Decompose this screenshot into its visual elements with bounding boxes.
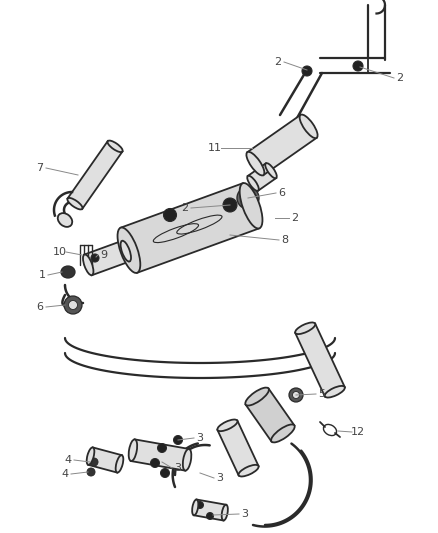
Ellipse shape: [300, 115, 318, 138]
Ellipse shape: [217, 419, 237, 431]
Text: 6: 6: [279, 188, 286, 198]
Polygon shape: [85, 241, 130, 275]
Ellipse shape: [325, 386, 345, 398]
Text: 2: 2: [396, 73, 403, 83]
Text: 2: 2: [181, 203, 189, 213]
Text: 6: 6: [36, 302, 43, 312]
Ellipse shape: [87, 447, 94, 465]
Ellipse shape: [245, 387, 269, 406]
Polygon shape: [67, 141, 123, 209]
Ellipse shape: [163, 208, 177, 222]
Text: 2: 2: [291, 213, 299, 223]
Ellipse shape: [237, 187, 259, 209]
Text: 7: 7: [36, 163, 43, 173]
Ellipse shape: [117, 228, 140, 273]
Polygon shape: [88, 447, 122, 473]
Text: 4: 4: [64, 455, 71, 465]
Ellipse shape: [192, 499, 198, 515]
Ellipse shape: [240, 183, 262, 229]
Text: 3: 3: [174, 463, 181, 473]
Text: 3: 3: [216, 473, 223, 483]
Polygon shape: [295, 324, 345, 397]
Ellipse shape: [107, 141, 123, 152]
Ellipse shape: [223, 198, 237, 212]
Text: 8: 8: [282, 235, 289, 245]
Ellipse shape: [353, 61, 363, 71]
Ellipse shape: [67, 198, 82, 209]
Text: 1: 1: [39, 270, 46, 280]
Ellipse shape: [160, 469, 170, 478]
Ellipse shape: [265, 163, 277, 178]
Text: 5: 5: [318, 389, 325, 399]
Ellipse shape: [183, 449, 191, 471]
Ellipse shape: [222, 505, 228, 521]
Ellipse shape: [158, 443, 166, 453]
Ellipse shape: [197, 502, 204, 508]
Polygon shape: [248, 163, 276, 191]
Ellipse shape: [91, 254, 99, 262]
Ellipse shape: [151, 458, 159, 467]
Ellipse shape: [247, 176, 259, 191]
Ellipse shape: [293, 392, 300, 399]
Ellipse shape: [129, 439, 137, 461]
Ellipse shape: [271, 424, 295, 442]
Text: 9: 9: [100, 250, 108, 260]
Text: 10: 10: [53, 247, 67, 257]
Text: 11: 11: [208, 143, 222, 153]
Text: 3: 3: [197, 433, 204, 443]
Text: 4: 4: [61, 469, 69, 479]
Ellipse shape: [61, 266, 75, 278]
Ellipse shape: [64, 296, 82, 314]
Ellipse shape: [302, 66, 312, 76]
Ellipse shape: [295, 322, 315, 334]
Ellipse shape: [68, 301, 78, 310]
Polygon shape: [121, 183, 259, 273]
Ellipse shape: [247, 152, 265, 175]
Ellipse shape: [242, 192, 254, 204]
Text: 3: 3: [241, 509, 248, 519]
Ellipse shape: [87, 468, 95, 476]
Polygon shape: [217, 421, 258, 475]
Ellipse shape: [116, 455, 124, 473]
Ellipse shape: [173, 435, 183, 445]
Polygon shape: [194, 499, 226, 521]
Polygon shape: [131, 439, 189, 471]
Polygon shape: [247, 115, 317, 175]
Ellipse shape: [238, 465, 259, 477]
Ellipse shape: [90, 458, 98, 466]
Polygon shape: [246, 389, 294, 441]
Ellipse shape: [120, 241, 131, 262]
Ellipse shape: [289, 388, 303, 402]
Ellipse shape: [206, 513, 213, 520]
Ellipse shape: [83, 254, 93, 275]
Ellipse shape: [58, 213, 72, 227]
Text: 2: 2: [275, 57, 282, 67]
Text: 12: 12: [351, 427, 365, 437]
